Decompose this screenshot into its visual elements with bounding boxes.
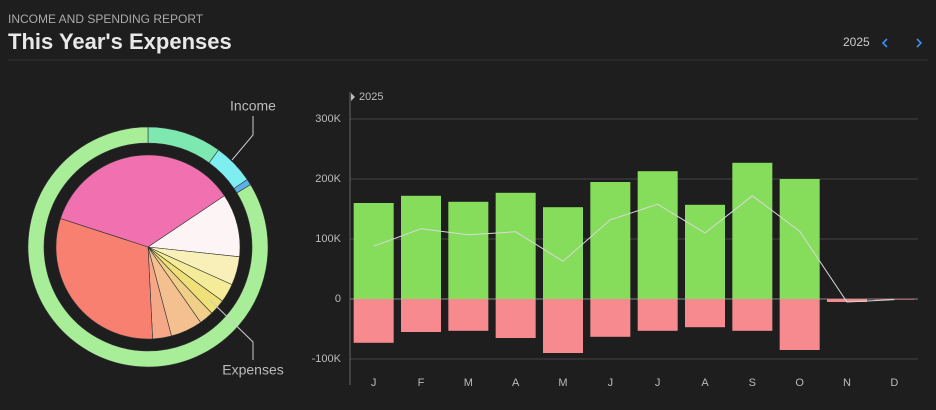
x-tick-label: J [608,377,614,389]
bar [353,203,394,299]
x-tick-label: O [795,377,804,389]
bar [637,299,678,331]
pie-slice [60,154,225,248]
bar [732,299,773,331]
bar [827,299,867,302]
bar [495,299,536,338]
x-tick-label: J [371,377,377,389]
bar [590,182,631,299]
x-tick-label: N [843,377,851,389]
bar [401,195,441,299]
pie-label: Income [230,98,276,114]
bar [353,299,394,343]
x-tick-label: S [749,377,756,389]
pie-slice [55,218,153,340]
year-label: 2025 [843,35,870,49]
leader-line [231,116,254,161]
bar [448,299,489,331]
bar [874,299,915,300]
x-tick-label: D [890,377,898,389]
leader-line [209,299,254,360]
x-tick-label: J [655,377,661,389]
bar [637,171,678,299]
bar [685,299,725,328]
next-year-button[interactable] [916,38,923,48]
report-title: This Year's Expenses [8,29,232,54]
pie-area: Income Expenses [27,98,284,378]
bar [779,179,820,299]
bar [590,299,631,337]
x-tick-label: A [512,377,520,389]
pie-slice [27,126,269,368]
pie-slice [208,149,248,189]
net-line [373,195,895,303]
chart-annotation: 2025 [359,91,383,103]
bar [401,299,441,332]
y-tick-label: 200K [315,173,341,185]
pie-label: Expenses [222,362,283,378]
x-tick-label: M [464,377,473,389]
bar [543,207,583,299]
bar-chart: -100K 0 100K 200K 300K 2025 J F M A M J J A S O N D [312,91,918,389]
y-tick-label: 300K [315,113,341,125]
bar [495,192,536,299]
x-tick-label: M [558,377,567,389]
bar [685,204,725,299]
y-tick-label: 0 [335,293,341,305]
bar [543,299,583,353]
x-tick-label: A [701,377,709,389]
axis-marker [351,93,355,101]
y-tick-label: -100K [312,353,342,365]
y-tick-label: 100K [315,233,341,245]
prev-year-button[interactable] [881,38,888,48]
pie-slice [147,195,241,258]
bar [448,201,489,299]
report-kicker: INCOME AND SPENDING REPORT [8,12,204,26]
bar [779,299,820,350]
bar [732,162,773,299]
x-tick-label: F [418,377,425,389]
